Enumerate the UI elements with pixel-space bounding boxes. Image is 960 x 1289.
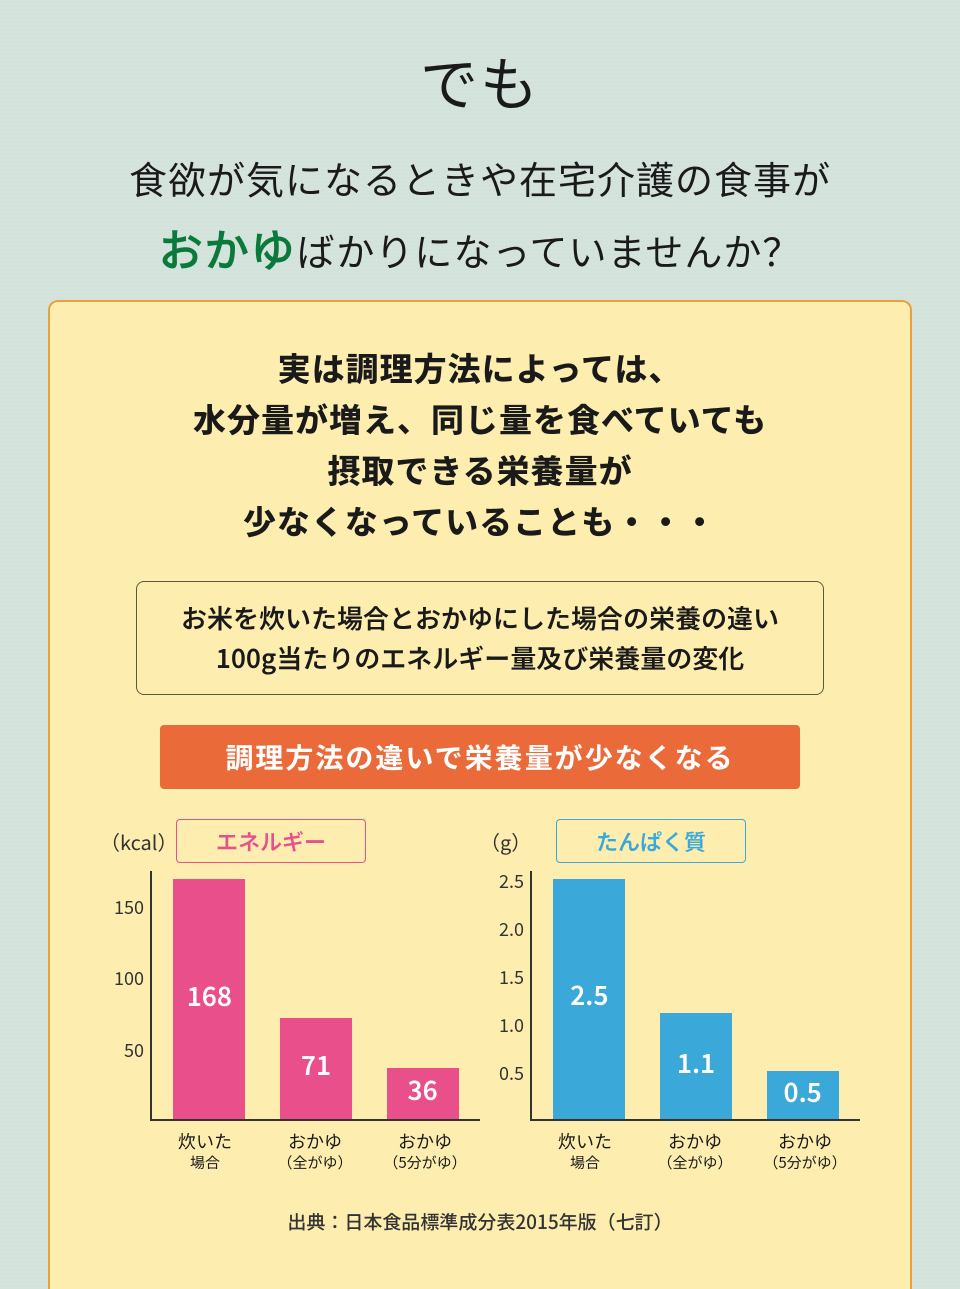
bar-value: 168 bbox=[173, 977, 245, 1022]
bar-value: 2.5 bbox=[553, 976, 625, 1021]
bar-value: 36 bbox=[387, 1071, 459, 1116]
ytick: 1.5 bbox=[499, 964, 524, 990]
ytick: 100 bbox=[114, 965, 144, 991]
bar: 71 bbox=[280, 1018, 352, 1119]
okayu-emphasis: おかゆ bbox=[159, 227, 297, 276]
bar: 36 bbox=[387, 1068, 459, 1119]
protein-plot: 2.5 1.1 0.5 bbox=[530, 871, 860, 1121]
panel-head-l1: 実は調理方法によっては、 bbox=[96, 342, 864, 393]
charts-row: （kcal） エネルギー 50100150 1687136 炊いた場合おかゆ（全… bbox=[96, 819, 864, 1174]
header-line1: 食欲が気になるときや在宅介護の食事が bbox=[0, 150, 960, 205]
ytick: 150 bbox=[114, 894, 144, 920]
chart-energy: （kcal） エネルギー 50 100 150 168 71 36 炊いた場合おかゆ（全… bbox=[100, 819, 480, 1174]
bar: 168 bbox=[173, 879, 245, 1119]
protein-yaxis: 0.5 1.0 1.5 2.0 2.5 bbox=[480, 871, 530, 1121]
header: でも 食欲が気になるときや在宅介護の食事が おかゆばかりになっていませんか？ bbox=[0, 0, 960, 279]
panel-heading: 実は調理方法によっては、 水分量が増え、同じ量を食べていても 摂取できる栄養量が… bbox=[96, 342, 864, 547]
protein-xlabels: 炊いた場合おかゆ（全がゆ） おかゆ（5分がゆ） bbox=[530, 1129, 860, 1174]
info-panel: 実は調理方法によっては、 水分量が増え、同じ量を食べていても 摂取できる栄養量が… bbox=[48, 300, 912, 1289]
bar: 1.1 bbox=[660, 1013, 732, 1119]
ytick: 50 bbox=[124, 1037, 144, 1063]
protein-title: たんぱく質 bbox=[556, 819, 746, 863]
panel-head-l4: 少なくなっていることも・・・ bbox=[96, 495, 864, 546]
info-box: お米を炊いた場合とおかゆにした場合の栄養の違い 100g当たりのエネルギー量及び… bbox=[136, 581, 824, 696]
bar: 0.5 bbox=[767, 1071, 839, 1119]
xlabel: 炊いた場合 bbox=[160, 1129, 250, 1174]
ytick: 1.0 bbox=[499, 1012, 524, 1038]
info-box-l1: お米を炊いた場合とおかゆにした場合の栄養の違い bbox=[149, 598, 811, 638]
xlabel: おかゆ（全がゆ） bbox=[650, 1129, 740, 1174]
header-line2-rest: ばかりになっていませんか？ bbox=[297, 233, 802, 275]
xlabel: おかゆ（全がゆ） bbox=[270, 1129, 360, 1174]
bar: 2.5 bbox=[553, 879, 625, 1119]
bar-value: 1.1 bbox=[660, 1044, 732, 1089]
source-citation: 出典：日本食品標準成分表2015年版（七訂） bbox=[96, 1208, 864, 1235]
chart-protein: （g） たんぱく質 0.5 1.0 1.5 2.0 2.5 2.5 1.1 0.5 炊いた場… bbox=[480, 819, 860, 1174]
xlabel: 炊いた場合 bbox=[540, 1129, 630, 1174]
panel-head-l3: 摂取できる栄養量が bbox=[96, 444, 864, 495]
xlabel: おかゆ（5分がゆ） bbox=[760, 1129, 850, 1174]
xlabel: おかゆ（5分がゆ） bbox=[380, 1129, 470, 1174]
bar-value: 71 bbox=[280, 1046, 352, 1091]
energy-title: エネルギー bbox=[176, 819, 366, 863]
info-box-l2: 100g当たりのエネルギー量及び栄養量の変化 bbox=[149, 638, 811, 678]
energy-yaxis: 50 100 150 bbox=[100, 871, 150, 1121]
ytick: 2.5 bbox=[499, 868, 524, 894]
ytick: 0.5 bbox=[499, 1060, 524, 1086]
header-line2: おかゆばかりになっていませんか？ bbox=[0, 215, 960, 279]
ytick: 2.0 bbox=[499, 916, 524, 942]
bar-value: 0.5 bbox=[767, 1073, 839, 1118]
panel-head-l2: 水分量が増え、同じ量を食べていても bbox=[96, 393, 864, 444]
protein-unit: （g） bbox=[480, 827, 538, 856]
energy-unit: （kcal） bbox=[100, 827, 158, 856]
energy-plot: 168 71 36 bbox=[150, 871, 480, 1121]
energy-xlabels: 炊いた場合おかゆ（全がゆ） おかゆ（5分がゆ） bbox=[150, 1129, 480, 1174]
header-demo: でも bbox=[0, 38, 960, 122]
orange-banner: 調理方法の違いで栄養量が少なくなる bbox=[160, 725, 800, 789]
